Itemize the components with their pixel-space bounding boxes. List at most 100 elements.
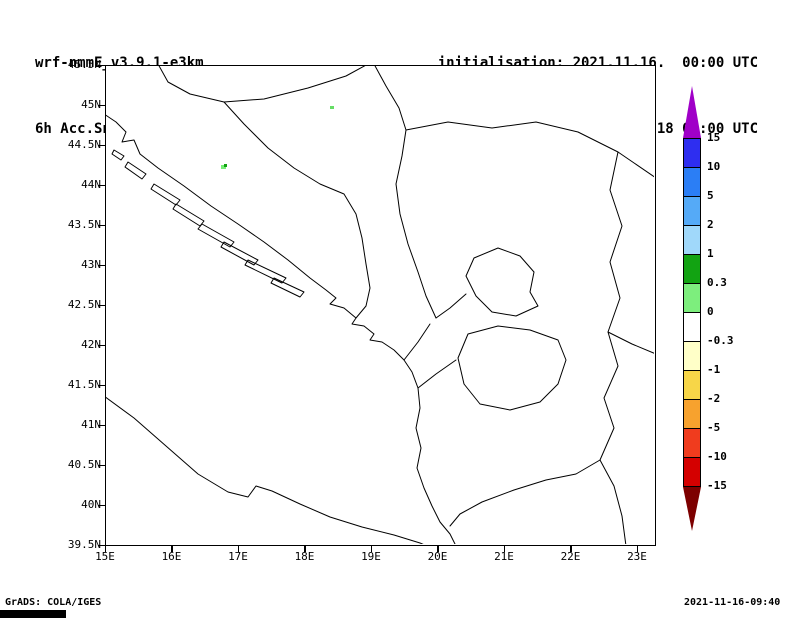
lat-tick [98,264,105,266]
colorbar-value-label: -10 [707,450,727,463]
lon-tick [237,545,239,552]
colorbar-value-label: -1 [707,363,721,376]
colorbar-value-label: 1 [707,247,714,260]
colorbar-arrow-bottom [683,487,701,531]
coastline-adriatic-east [106,114,456,544]
lon-tick [304,545,306,552]
border-bulgaria-east [607,331,654,354]
lat-tick-label: 42N [81,338,101,351]
lat-tick-label: 45.5N [67,58,101,71]
island-outline [111,149,125,161]
lon-tick-label: 15E [95,550,115,563]
lat-tick-label: 44N [81,178,101,191]
lon-tick-label: 18E [294,550,315,563]
map-plot-area [105,65,656,546]
lat-tick-label: 40.5N [67,458,101,471]
colorbar-value-label: 15 [707,131,721,144]
snow-patch [224,164,227,167]
island-outline [270,277,305,298]
colorbar-cell [683,225,701,255]
colorbar-value-label: 0 [707,305,714,318]
lat-tick-label: 42.5N [67,298,101,311]
lon-tick [171,545,173,552]
colorbar-arrow-top [683,86,701,138]
island-outline [197,223,235,248]
border-serbia-kosovo-link [435,293,467,319]
lon-tick-label: 16E [161,550,182,563]
snow-patch [330,106,334,109]
colorbar-cell [683,341,701,371]
plot-timestamp: 2021-11-16-09:40 [684,597,781,608]
border-croatia-north [158,66,366,103]
lat-tick-label: 41N [81,418,101,431]
colorbar-cell [683,428,701,458]
colorbar-cell [683,457,701,487]
lat-tick [98,384,105,386]
lon-tick [104,545,106,552]
colorbar-value-label: -15 [707,479,727,492]
lat-tick [98,304,105,306]
lat-tick [98,504,105,506]
lat-tick-label: 39.5N [67,538,101,551]
lat-tick [98,64,105,66]
island-outline [172,203,205,227]
border-greece-north [449,459,601,527]
border-bulgaria-greece [599,459,627,544]
balkans-map [106,66,654,544]
lat-tick [98,144,105,146]
window-edge-bar [0,610,66,618]
grads-credit: GrADS: COLA/IGES [5,597,102,608]
lon-tick [570,545,572,552]
border-kosovo [465,247,539,317]
snow-accumulation-layer [221,106,334,169]
lat-tick [98,104,105,106]
colorbar-cell [683,167,701,197]
colorbar-value-label: 0.3 [707,276,727,289]
colorbar-cell [683,370,701,400]
lon-tick [636,545,638,552]
lat-tick [98,224,105,226]
lat-tick-label: 41.5N [67,378,101,391]
colorbar-value-label: 2 [707,218,714,231]
lon-tick [503,545,505,552]
colorbar-value-label: -5 [707,421,721,434]
lon-tick-label: 22E [560,550,581,563]
lat-tick [98,344,105,346]
lon-tick [437,545,439,552]
border-montenegro-bosnia [403,323,431,361]
border-bosnia-croatia [223,101,371,319]
border-serbia-north [405,121,654,178]
lat-tick [98,424,105,426]
colorbar-cell [683,283,701,313]
coastline-italy [106,396,424,544]
colorbar-value-label: 10 [707,160,721,173]
lat-tick-label: 43N [81,258,101,271]
lon-tick [370,545,372,552]
island-outline [150,183,181,206]
border-macedonia [457,325,567,411]
border-danube-drina [374,66,437,319]
lon-tick-label: 20E [427,550,448,563]
lat-tick-label: 44.5N [67,138,101,151]
colorbar-value-label: -2 [707,392,721,405]
colorbar-value-label: 5 [707,189,714,202]
lon-tick-label: 21E [494,550,514,563]
island-outline [124,161,147,180]
border-montenegro-albania [417,359,457,389]
colorbar-value-label: -0.3 [707,334,734,347]
lon-tick-label: 17E [228,550,248,563]
colorbar-cell [683,312,701,342]
colorbar-cell [683,399,701,429]
lat-tick-label: 43.5N [67,218,101,231]
colorbar-cell [683,196,701,226]
border-serbia-bulgaria [599,151,623,461]
lat-tick [98,464,105,466]
island-outline [220,241,259,266]
lat-tick [98,184,105,186]
colorbar-cell [683,138,701,168]
snow-patch [221,165,226,169]
colorbar-cell [683,254,701,284]
lon-tick-label: 23E [627,550,647,563]
lat-tick-label: 40N [81,498,101,511]
